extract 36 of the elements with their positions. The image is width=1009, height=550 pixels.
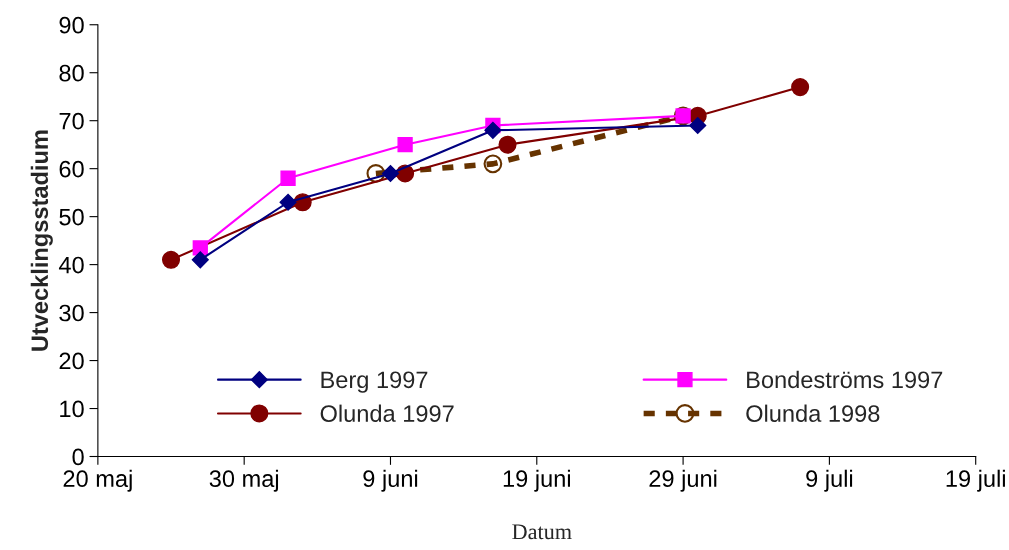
point	[366, 164, 386, 183]
x-tick-label: 19 juli	[946, 469, 1005, 492]
y-tick-label: 10	[60, 400, 84, 418]
point	[280, 170, 296, 186]
legend-label: Olunda 1998	[746, 404, 880, 422]
y-tick-label: 60	[59, 160, 84, 178]
x-tick-label: 9 juni	[363, 469, 418, 492]
y-tick-label: 30	[59, 304, 84, 322]
x-tick-label: 30 maj	[209, 469, 279, 492]
y-tick-label: 0	[72, 448, 84, 466]
y-tick-label: 70	[59, 112, 84, 130]
point	[791, 78, 810, 97]
x-axis-title: Datum	[512, 524, 572, 540]
point	[161, 250, 181, 269]
x-tick-label: 19 juni	[503, 469, 570, 492]
point	[191, 251, 209, 269]
point	[498, 135, 517, 154]
legend-label: Berg 1997	[321, 371, 428, 393]
y-tick-label: 20	[59, 352, 84, 370]
x-tick-label: 9 juli	[806, 469, 853, 492]
y-axis-title: Utvecklingsstadium	[30, 130, 53, 351]
point	[484, 121, 502, 139]
y-tick-label: 40	[58, 256, 84, 274]
x-tick-label: 20 maj	[63, 469, 132, 492]
point	[689, 116, 707, 135]
legend-label: Bondeströms 1997	[747, 370, 943, 389]
point	[397, 137, 413, 153]
y-tick-label: 50	[59, 208, 84, 226]
x-tick-label: 29 juni	[649, 469, 717, 492]
point	[279, 193, 297, 211]
point	[192, 240, 208, 256]
y-tick-label: 80	[59, 64, 84, 82]
y-tick-label: 90	[59, 16, 84, 34]
point	[381, 164, 400, 183]
point	[483, 154, 503, 174]
legend-label: Olunda 1997	[320, 404, 454, 422]
